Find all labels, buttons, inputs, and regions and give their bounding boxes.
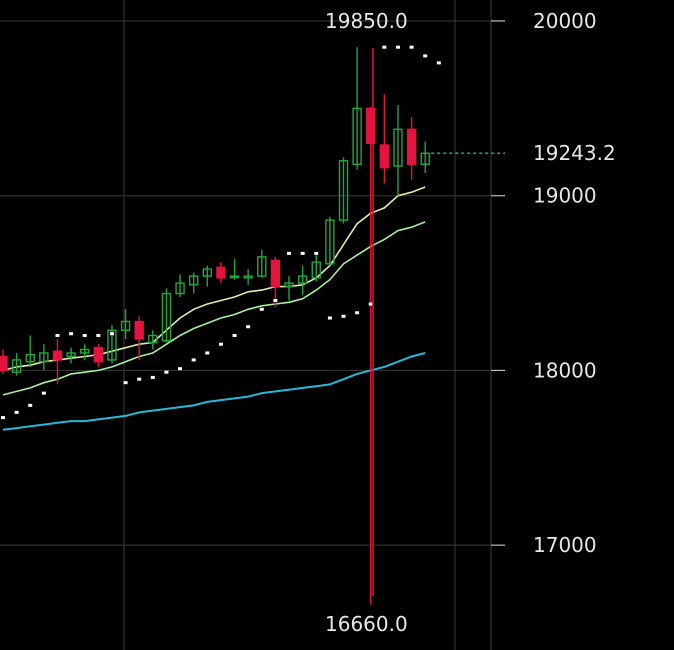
candle-up[interactable] bbox=[338, 160, 349, 221]
sar-dot bbox=[96, 333, 101, 337]
candle-up[interactable] bbox=[175, 282, 185, 295]
candle-up[interactable] bbox=[120, 320, 131, 331]
sar-dot bbox=[314, 251, 319, 255]
axis-tick-label: 20000 bbox=[533, 9, 597, 33]
sar-dot bbox=[109, 332, 114, 336]
sar-dot bbox=[300, 251, 305, 255]
overlays bbox=[372, 48, 505, 596]
sar-dot bbox=[246, 325, 251, 329]
parabolic-sar bbox=[1, 45, 441, 420]
sar-dot bbox=[150, 375, 155, 379]
sar-dot bbox=[69, 332, 74, 336]
sar-dot bbox=[395, 45, 400, 49]
candle-up[interactable] bbox=[148, 334, 158, 344]
ma-slow-line bbox=[2, 352, 426, 431]
grid bbox=[0, 0, 492, 650]
last-price-label: 19243.2 bbox=[533, 141, 616, 165]
candle-up[interactable] bbox=[393, 128, 403, 167]
candles[interactable] bbox=[0, 47, 430, 605]
sar-dot bbox=[409, 45, 414, 49]
axis-tick-label: 19000 bbox=[533, 184, 597, 208]
candle-down[interactable] bbox=[93, 347, 104, 363]
candle-down[interactable] bbox=[406, 128, 417, 165]
ma-mid-line bbox=[2, 221, 426, 396]
sar-dot bbox=[382, 45, 387, 49]
sar-dot bbox=[355, 311, 360, 315]
sar-dot bbox=[1, 416, 5, 420]
candle-up[interactable] bbox=[243, 275, 253, 279]
candle-up[interactable] bbox=[188, 275, 199, 286]
candle-up[interactable] bbox=[161, 292, 172, 342]
sar-dot bbox=[123, 381, 128, 385]
low-marker-label: 16660.0 bbox=[325, 612, 408, 636]
sar-dot bbox=[205, 351, 210, 355]
candle-up[interactable] bbox=[25, 354, 35, 363]
candle-down[interactable] bbox=[216, 266, 226, 279]
candle-down[interactable] bbox=[0, 355, 8, 372]
candle-down[interactable] bbox=[379, 144, 390, 169]
sar-dot bbox=[368, 302, 373, 306]
candle-up[interactable] bbox=[311, 261, 321, 279]
sar-dot bbox=[14, 410, 19, 414]
candle-up[interactable] bbox=[39, 352, 49, 363]
sar-dot bbox=[82, 333, 87, 337]
candle-up[interactable] bbox=[257, 256, 267, 277]
sar-dot bbox=[41, 391, 46, 395]
moving-averages bbox=[2, 186, 426, 431]
candle-up[interactable] bbox=[297, 275, 308, 284]
sar-dot bbox=[218, 342, 223, 346]
sar-dot bbox=[327, 316, 332, 320]
sar-dot bbox=[55, 333, 60, 337]
candle-up[interactable] bbox=[66, 352, 76, 358]
sar-dot bbox=[273, 299, 278, 303]
candle-up[interactable] bbox=[352, 107, 362, 165]
high-marker-label: 19850.0 bbox=[325, 9, 408, 33]
candle-down[interactable] bbox=[270, 259, 281, 288]
sar-dot bbox=[259, 307, 264, 311]
ma-fast-line bbox=[2, 186, 426, 372]
candle-down[interactable] bbox=[134, 320, 144, 340]
sar-dot bbox=[164, 370, 169, 374]
candle-up[interactable] bbox=[420, 152, 430, 165]
sar-dot bbox=[232, 333, 237, 337]
candle-up[interactable] bbox=[284, 282, 294, 288]
candle-down[interactable] bbox=[52, 350, 63, 361]
candle-up[interactable] bbox=[229, 275, 240, 279]
sar-dot bbox=[287, 251, 292, 255]
sar-dot bbox=[341, 314, 346, 318]
sar-dot bbox=[28, 403, 33, 407]
candle-up[interactable] bbox=[202, 268, 213, 277]
candle-up[interactable] bbox=[80, 348, 90, 354]
axis-tick-label: 18000 bbox=[533, 358, 597, 382]
sar-dot bbox=[137, 377, 142, 381]
axis-tick-label: 17000 bbox=[533, 533, 597, 557]
sar-dot bbox=[423, 54, 428, 58]
candle-up[interactable] bbox=[11, 359, 22, 373]
sar-dot bbox=[191, 358, 196, 362]
sar-dot bbox=[178, 367, 183, 371]
candle-up[interactable] bbox=[325, 219, 335, 265]
candle-up[interactable] bbox=[107, 329, 117, 361]
price-axis[interactable]: 20000 19000 18000 17000 bbox=[491, 9, 597, 557]
candle-down[interactable] bbox=[366, 107, 376, 144]
sar-dot bbox=[436, 61, 441, 65]
